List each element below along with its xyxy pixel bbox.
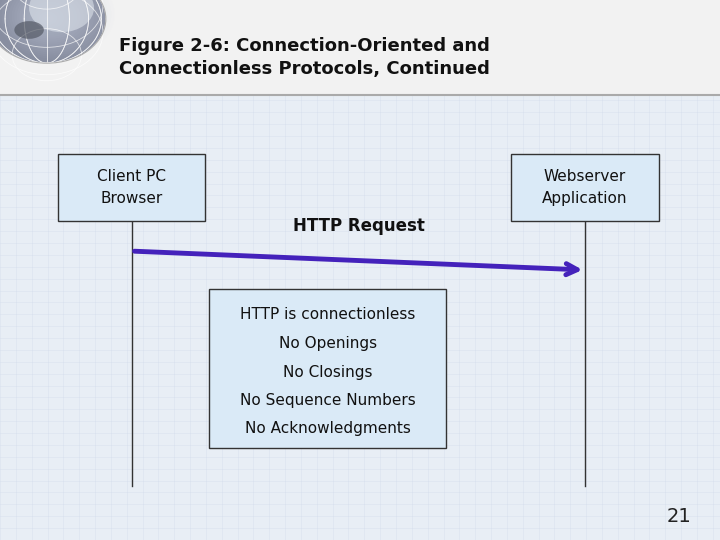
Circle shape <box>0 0 106 63</box>
Bar <box>0 94 720 540</box>
Text: Webserver
Application: Webserver Application <box>542 169 628 206</box>
Text: 21: 21 <box>667 508 691 526</box>
Text: Client PC
Browser: Client PC Browser <box>97 169 166 206</box>
Circle shape <box>29 0 94 32</box>
Text: HTTP is connectionless: HTTP is connectionless <box>240 307 415 322</box>
Text: No Sequence Numbers: No Sequence Numbers <box>240 393 415 408</box>
FancyBboxPatch shape <box>209 289 446 448</box>
Bar <box>0 0 720 94</box>
Text: No Acknowledgments: No Acknowledgments <box>245 421 410 436</box>
Ellipse shape <box>14 21 44 39</box>
FancyArrowPatch shape <box>135 251 577 275</box>
FancyBboxPatch shape <box>58 154 205 221</box>
Text: Figure 2-6: Connection-Oriented and: Figure 2-6: Connection-Oriented and <box>119 37 490 55</box>
FancyBboxPatch shape <box>511 154 659 221</box>
Text: HTTP Request: HTTP Request <box>292 217 425 235</box>
Text: Connectionless Protocols, Continued: Connectionless Protocols, Continued <box>119 59 490 78</box>
Text: No Openings: No Openings <box>279 336 377 352</box>
Text: No Closings: No Closings <box>283 364 372 380</box>
